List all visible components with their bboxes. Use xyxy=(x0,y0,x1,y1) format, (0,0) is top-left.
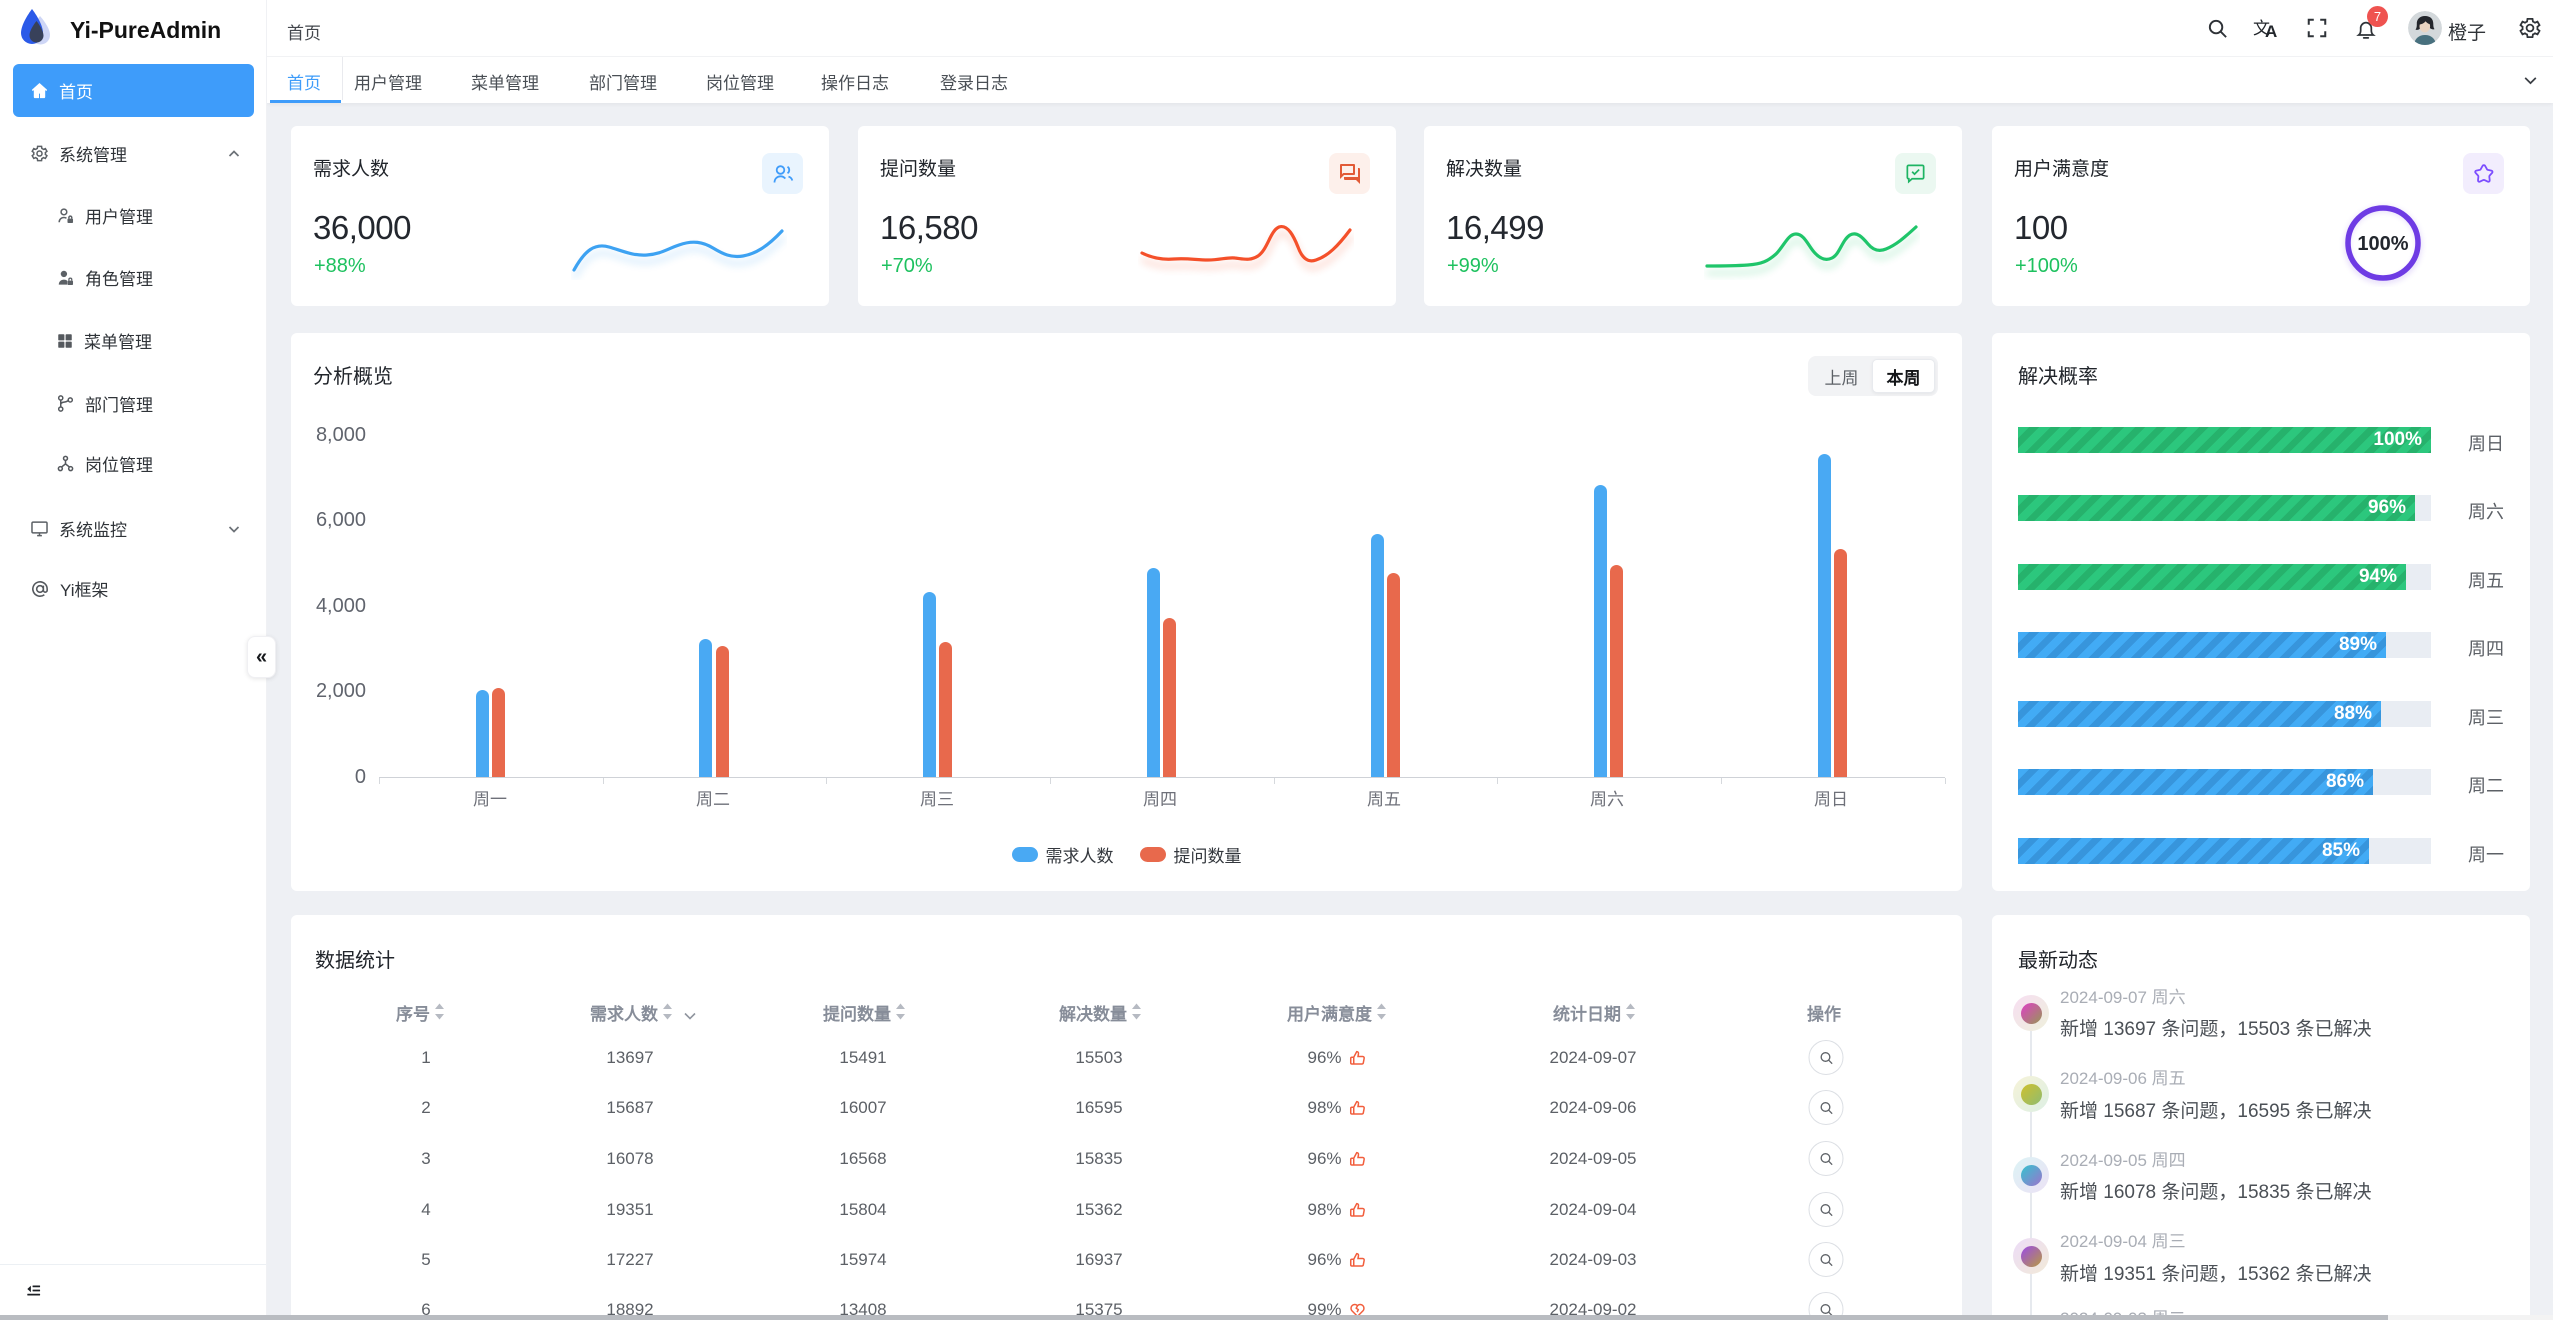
svg-text:100%: 100% xyxy=(2357,233,2408,255)
